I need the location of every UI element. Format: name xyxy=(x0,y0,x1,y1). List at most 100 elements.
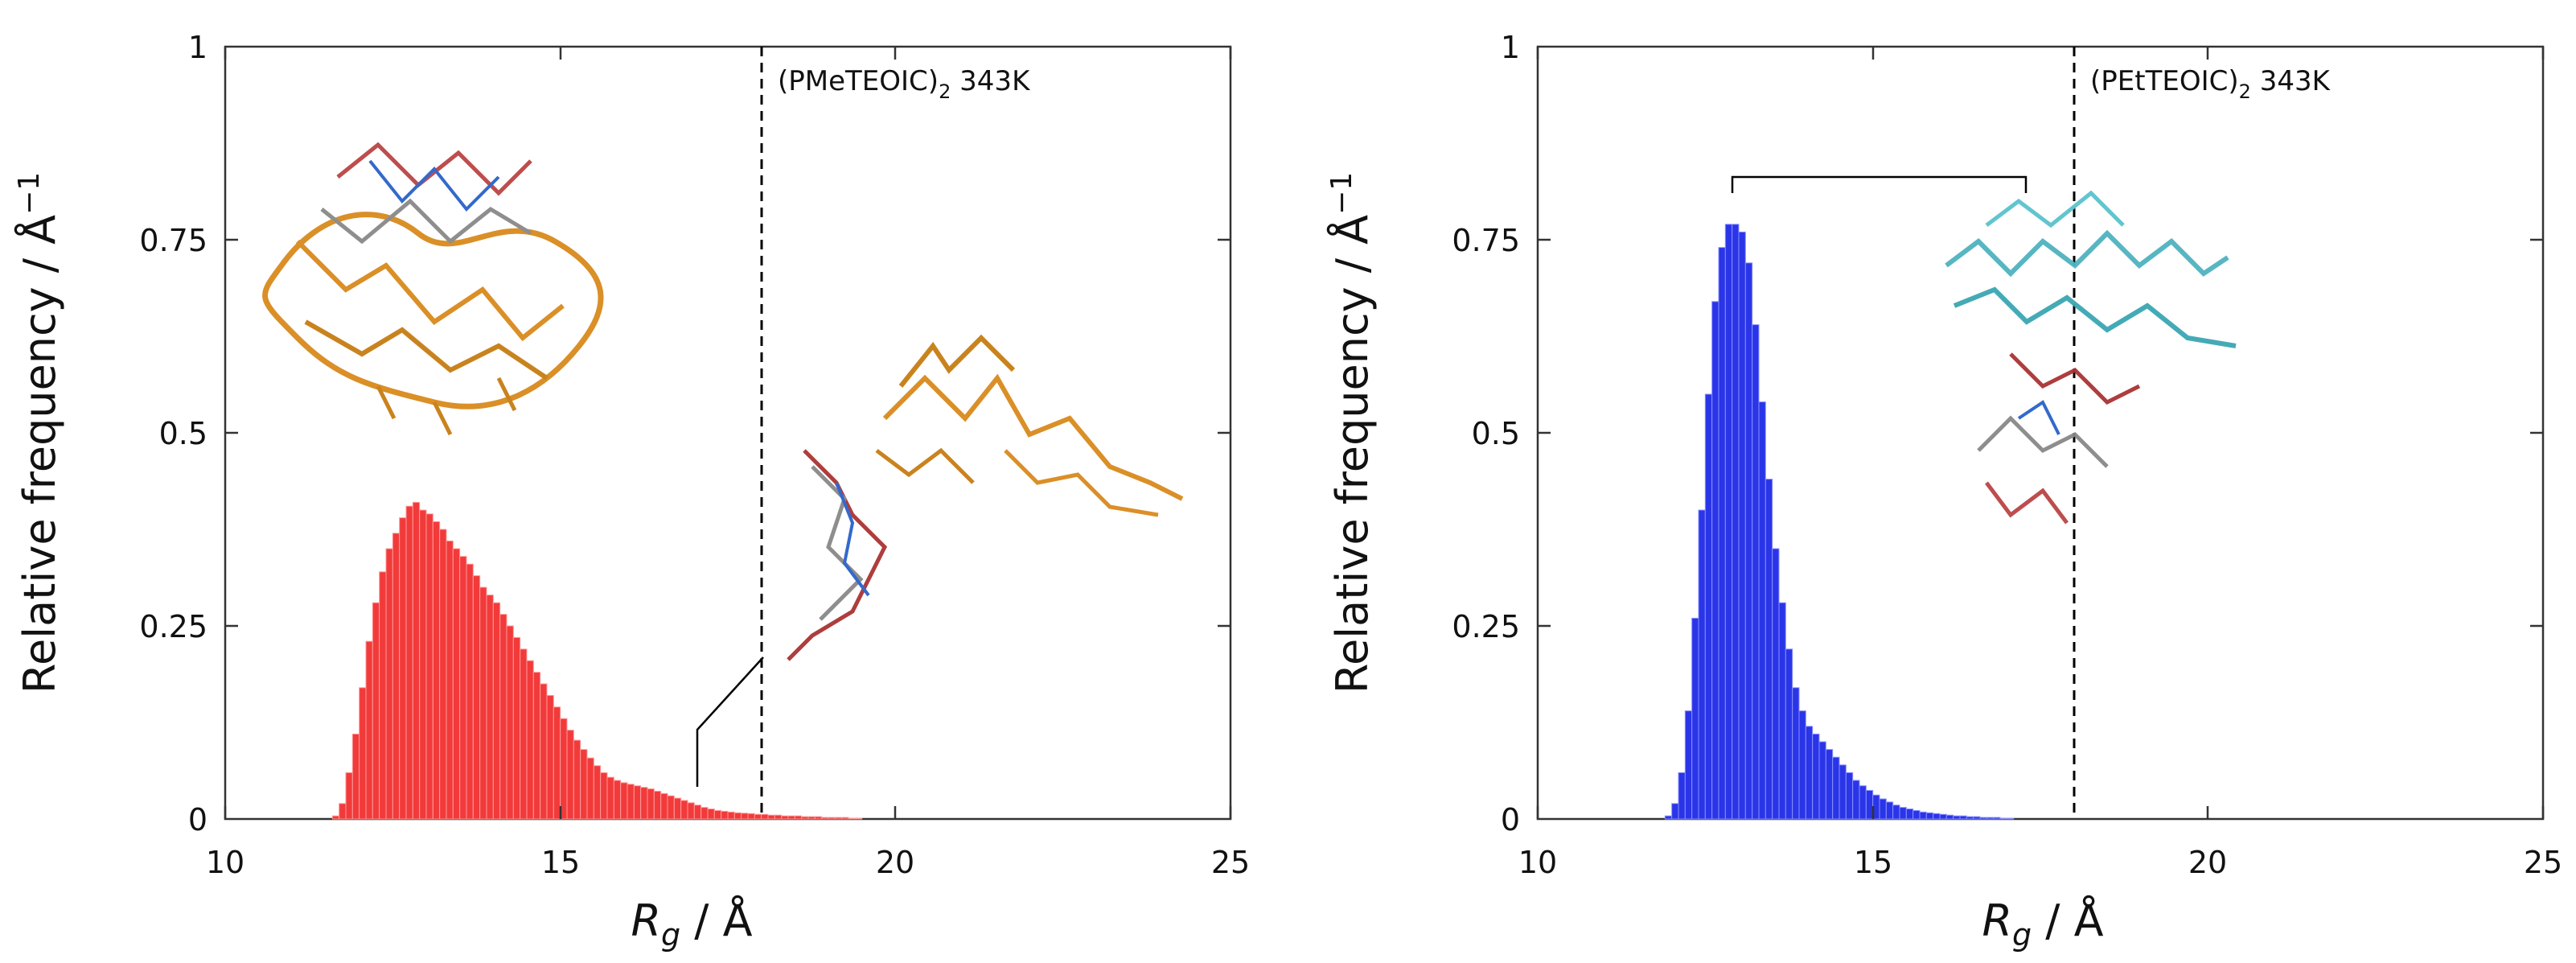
molecule-illustration xyxy=(1945,190,2237,525)
histogram-bar xyxy=(1879,798,1887,820)
histogram-bar xyxy=(606,776,614,820)
histogram-bar xyxy=(1939,813,1947,820)
x-tick-label: 25 xyxy=(2524,845,2562,880)
histogram-bar xyxy=(1758,401,1766,820)
histogram-bar xyxy=(1865,789,1874,820)
histogram-bar xyxy=(1919,811,1927,820)
histogram-bar xyxy=(1684,710,1693,820)
system-annotation: (PMeTEOIC)2 343K xyxy=(778,65,1031,103)
histogram-bar xyxy=(660,792,668,820)
histogram-bar xyxy=(747,813,755,820)
histogram-bar xyxy=(761,813,769,820)
histogram-bar xyxy=(2006,817,2015,820)
histogram-bar xyxy=(1933,813,1941,820)
histogram-bar xyxy=(1885,801,1894,820)
histogram-bar xyxy=(667,795,675,820)
histogram-bar xyxy=(479,586,487,820)
histogram-bar xyxy=(412,501,421,820)
histogram-bar xyxy=(1798,710,1806,820)
histogram-bar xyxy=(828,817,836,820)
histogram-bar xyxy=(339,803,347,820)
y-ticks xyxy=(1538,238,2543,628)
histogram-bar xyxy=(512,636,521,820)
histogram-bar xyxy=(560,718,568,820)
histogram-bar xyxy=(1738,231,1746,820)
histogram-bar xyxy=(693,805,702,820)
histogram-bar xyxy=(687,802,695,820)
histogram-bar xyxy=(405,505,413,820)
system-annotation: (PEtTEOIC)2 343K xyxy=(2090,65,2332,103)
histogram-bar xyxy=(1859,785,1867,820)
histogram-bar xyxy=(807,816,816,820)
y-tick-label: 0.75 xyxy=(139,223,207,258)
histogram-bar xyxy=(526,660,534,820)
x-tick-label: 15 xyxy=(541,845,580,880)
x-ticks xyxy=(224,47,1232,819)
histogram-bar xyxy=(1892,805,1900,820)
histogram-bar xyxy=(727,811,735,820)
histogram-bar xyxy=(1945,814,1954,820)
histogram-bar xyxy=(640,787,648,820)
histogram-bar xyxy=(372,602,380,820)
histogram-bar xyxy=(439,529,447,820)
histogram-bar xyxy=(1899,807,1907,820)
histogram-bar xyxy=(1732,224,1740,820)
histogram-bar xyxy=(385,548,393,820)
histogram-bar xyxy=(331,815,340,820)
histogram-bar xyxy=(446,540,454,820)
y-ticks xyxy=(225,238,1230,628)
y-tick-label: 1 xyxy=(188,30,207,65)
x-tick-label: 25 xyxy=(1211,845,1250,880)
histogram-bar xyxy=(1664,815,1673,820)
histogram-bar xyxy=(1825,749,1834,820)
x-ticks xyxy=(1536,47,2545,819)
histogram-bar xyxy=(419,509,427,820)
histogram-bar xyxy=(1785,648,1793,820)
histogram-bar xyxy=(392,533,401,820)
histogram-bar xyxy=(794,815,803,820)
histogram-bar xyxy=(345,772,353,820)
histogram-bar xyxy=(506,625,514,820)
histogram-bar xyxy=(821,817,829,820)
histogram-bar xyxy=(1812,733,1820,820)
histogram-bar xyxy=(1845,772,1854,820)
histogram-bar xyxy=(620,782,628,820)
histogram-bar xyxy=(713,809,722,820)
histogram-bar xyxy=(707,809,715,820)
histogram-bar xyxy=(1792,687,1800,820)
histogram-bar xyxy=(1925,812,1934,820)
y-axis-title: Relative frequency / Å−1 xyxy=(1325,172,1378,693)
bracket-line xyxy=(1731,175,2028,193)
y-tick-label: 0 xyxy=(1501,802,1520,837)
histogram-bar xyxy=(1966,816,1974,820)
histogram-bar xyxy=(1711,301,1719,820)
histogram-bar xyxy=(573,739,581,820)
histogram-bar xyxy=(801,816,809,820)
histogram-bar xyxy=(1986,817,1995,820)
histogram-bar xyxy=(365,640,373,820)
histogram-bar xyxy=(580,749,588,820)
x-axis-title: Rg / Å xyxy=(631,895,752,953)
histogram-bar xyxy=(593,765,602,820)
histogram-bar xyxy=(781,815,789,820)
histogram-bar xyxy=(499,614,507,820)
histogram-bar xyxy=(613,780,622,820)
x-tick-label: 10 xyxy=(206,845,244,880)
histogram-bar xyxy=(1805,726,1814,820)
histogram-bar xyxy=(1691,617,1699,820)
histogram-bar xyxy=(848,817,856,820)
histogram-bar xyxy=(566,730,574,820)
histogram-bar xyxy=(586,757,594,820)
histogram-bar xyxy=(1973,816,1981,820)
histogram-bar xyxy=(486,595,494,820)
histogram-bar xyxy=(741,813,749,820)
histogram-bar xyxy=(359,687,367,820)
histogram-bar xyxy=(834,817,843,820)
y-tick-label: 1 xyxy=(1501,30,1520,65)
histogram-bar xyxy=(633,785,642,820)
x-tick-label: 20 xyxy=(2188,845,2227,880)
histogram-bar xyxy=(1852,780,1860,820)
histogram-bar xyxy=(1993,817,2001,820)
histogram-bar xyxy=(472,575,481,820)
